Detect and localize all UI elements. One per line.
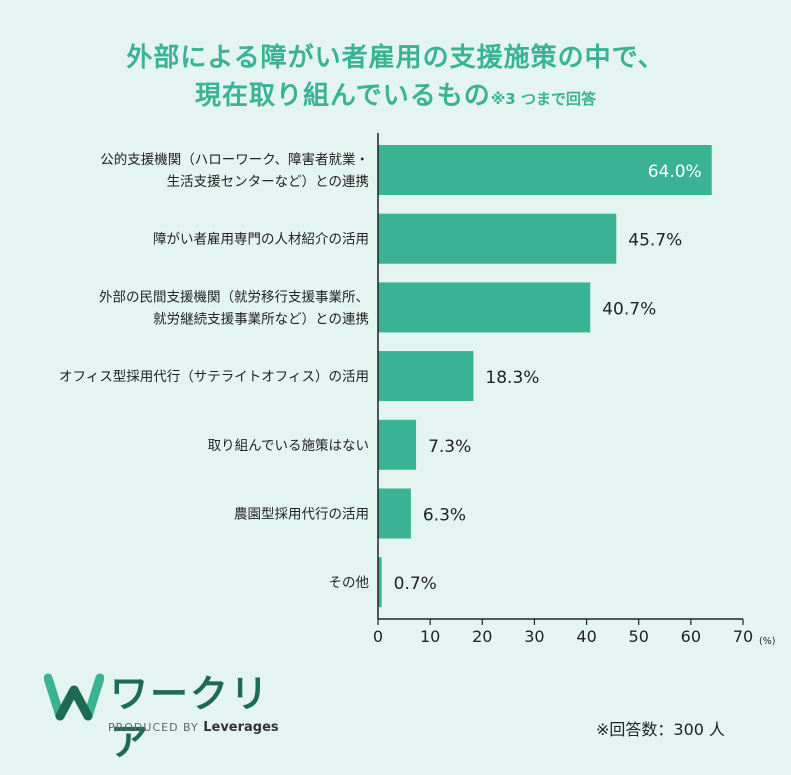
- chart-title-line1: 外部による障がい者雇用の支援施策の中で、: [0, 38, 791, 78]
- data-label-6: 0.7%: [394, 574, 437, 594]
- company-name: Leverages: [203, 720, 279, 735]
- category-label-2-0: 外部の民間支援機関（就労移行支援事業所、: [99, 289, 369, 305]
- bar-1: [378, 213, 617, 264]
- x-tick-label-3: 30: [524, 627, 544, 646]
- data-label-1: 45.7%: [628, 231, 682, 251]
- title-line1-text: 外部による障がい者雇用の支援施策の中で、: [126, 43, 665, 73]
- brand-logo: ワークリア PRODUCED BY Leverages: [44, 670, 304, 764]
- brand-produced-by: PRODUCED BY Leverages: [108, 720, 279, 735]
- x-tick-label-2: 20: [472, 627, 492, 646]
- brand-name: ワークリア: [110, 672, 271, 764]
- x-tick-label-0: 0: [373, 627, 383, 646]
- bar-5: [378, 488, 411, 539]
- title-note: ※3 つまで回答: [490, 90, 596, 108]
- x-tick-label-7: 70: [733, 627, 753, 646]
- data-label-4: 7.3%: [428, 437, 471, 457]
- bar-chart: 64.0% 公的支援機関（ハローワーク、障害者就業・生活支援センターなど）との連携…: [59, 133, 775, 647]
- category-label-2-1: 就労継続支援事業所など）との連携: [153, 311, 369, 327]
- response-count-note: ※回答数：300 人: [596, 720, 726, 739]
- bar-3: [378, 351, 474, 402]
- data-label-3: 18.3%: [485, 368, 539, 388]
- category-label-6-0: その他: [329, 575, 370, 591]
- title-line2-text: 現在取り組んでいるもの: [195, 81, 491, 111]
- category-label-4-0: 取り組んでいる施策はない: [208, 437, 369, 454]
- chart-title-line2: 現在取り組んでいるもの※3 つまで回答: [0, 76, 791, 119]
- x-tick-label-1: 10: [420, 627, 440, 646]
- data-label-5: 6.3%: [423, 506, 466, 526]
- category-label-1-0: 障がい者雇用専門の人材紹介の活用: [153, 231, 369, 248]
- x-axis-unit: (%): [759, 636, 775, 647]
- data-label-0: 64.0%: [648, 162, 702, 182]
- category-label-3-0: オフィス型採用代行（サテライトオフィス）の活用: [59, 369, 369, 385]
- produced-by-text: PRODUCED BY: [108, 721, 199, 734]
- x-tick-label-5: 50: [629, 627, 649, 646]
- bar-6: [378, 557, 382, 608]
- x-tick-label-4: 40: [576, 627, 596, 646]
- bar-4: [378, 419, 417, 470]
- bar-2: [378, 282, 591, 333]
- category-label-0-0: 公的支援機関（ハローワーク、障害者就業・: [100, 152, 369, 168]
- data-label-2: 40.7%: [602, 299, 656, 319]
- logo-w-icon: [44, 673, 104, 721]
- category-label-0-1: 生活支援センターなど）との連携: [167, 174, 369, 190]
- x-tick-label-6: 60: [681, 627, 701, 646]
- category-label-5-0: 農園型採用代行の活用: [234, 507, 369, 523]
- bar-0: [378, 145, 712, 195]
